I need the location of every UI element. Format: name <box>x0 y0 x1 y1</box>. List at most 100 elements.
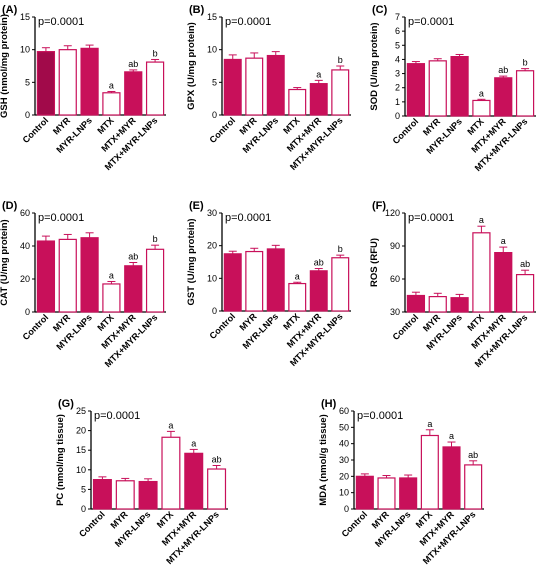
y-tick-label: 0 <box>344 504 349 514</box>
y-tick-label: 30 <box>339 455 349 465</box>
x-tick-label: MTX <box>155 509 176 530</box>
panel-label: (D) <box>2 200 18 212</box>
y-axis-label: MDA (nmol/g tissue) <box>318 414 329 505</box>
significance-label: ab <box>468 450 478 460</box>
y-tick-label: 7 <box>395 12 400 22</box>
bar <box>331 257 350 312</box>
y-tick-label: 120 <box>385 208 400 218</box>
panel-label: (H) <box>321 398 337 410</box>
y-tick-label: 5 <box>25 77 30 87</box>
significance-label: b <box>523 58 528 68</box>
significance-label: a <box>427 419 432 429</box>
y-tick-label: 25 <box>76 406 86 416</box>
y-tick-label: 30 <box>390 307 400 317</box>
bar <box>377 477 396 510</box>
y-tick-label: 15 <box>20 12 30 22</box>
y-tick-label: 20 <box>20 274 30 284</box>
y-axis-label: PC (nmol/mg tissue) <box>55 414 66 506</box>
bar <box>161 436 181 510</box>
panel-label: (A) <box>2 4 18 16</box>
bar <box>124 265 143 313</box>
bar <box>145 248 165 313</box>
y-tick-label: 10 <box>207 45 217 55</box>
bar <box>355 475 374 510</box>
y-tick-label: 40 <box>20 241 30 251</box>
y-axis-label: ROS (RFU) <box>369 238 380 287</box>
bar <box>406 294 426 313</box>
significance-label: a <box>316 69 321 79</box>
y-tick-label: 60 <box>390 274 400 284</box>
y-tick-label: 15 <box>207 12 217 22</box>
y-tick-label: 0 <box>212 306 217 316</box>
y-tick-label: 0 <box>81 504 86 514</box>
significance-label: ab <box>128 252 138 262</box>
bar <box>464 464 483 510</box>
y-tick-label: 1 <box>395 97 400 107</box>
significance-label: a <box>109 80 114 90</box>
y-axis-label: SOD (U/mg protein) <box>369 22 380 110</box>
panel-label: (F) <box>372 200 386 212</box>
significance-label: ab <box>128 59 138 69</box>
p-value-label: p=0.0001 <box>38 16 84 28</box>
y-tick-label: 0 <box>212 110 217 120</box>
bar <box>309 270 328 312</box>
y-tick-label: 5 <box>395 40 400 50</box>
significance-label: ab <box>498 65 508 75</box>
bar <box>309 83 328 116</box>
bar <box>494 252 513 313</box>
significance-label: a <box>449 431 454 441</box>
panel-label: (B) <box>189 4 205 16</box>
bar <box>399 477 418 510</box>
p-value-label: p=0.0001 <box>38 212 84 224</box>
significance-label: ab <box>520 259 530 269</box>
significance-label: a <box>479 215 484 225</box>
y-tick-label: 10 <box>20 45 30 55</box>
bar <box>266 248 285 312</box>
bar <box>58 238 77 313</box>
bar <box>102 92 121 116</box>
y-tick-label: 5 <box>81 484 86 494</box>
bar <box>80 237 99 313</box>
p-value-label: p=0.0001 <box>225 16 271 28</box>
bar <box>58 49 77 116</box>
bar <box>288 88 307 116</box>
bar <box>450 297 469 313</box>
y-tick-label: 30 <box>207 208 217 218</box>
y-tick-label: 15 <box>76 445 86 455</box>
significance-label: b <box>338 55 343 65</box>
panel-label: (G) <box>58 398 74 410</box>
p-value-label: p=0.0001 <box>225 212 271 224</box>
bar <box>102 283 121 313</box>
bar <box>331 69 350 116</box>
bar <box>92 479 112 510</box>
bar <box>288 282 307 312</box>
chart-panel: (H) p=0.0001 MDA (nmol/g tissue) 0 10 20 30 40 5… <box>318 398 484 566</box>
y-tick-label: 6 <box>395 26 400 36</box>
bar <box>472 99 491 117</box>
bar <box>450 55 469 117</box>
y-tick-label: 90 <box>390 241 400 251</box>
bar <box>223 253 242 312</box>
y-tick-label: 10 <box>339 488 349 498</box>
bar <box>138 480 158 510</box>
bar <box>245 250 264 312</box>
panel-label: (E) <box>189 200 204 212</box>
y-tick-label: 60 <box>339 406 349 416</box>
bar <box>184 452 204 510</box>
y-tick-label: 4 <box>395 54 400 64</box>
y-tick-label: 20 <box>207 241 217 251</box>
bar <box>36 51 56 116</box>
bar <box>266 54 285 116</box>
p-value-label: p=0.0001 <box>357 410 403 422</box>
y-tick-label: 60 <box>20 208 30 218</box>
bar <box>515 274 535 313</box>
panel-label: (C) <box>372 4 388 16</box>
bar <box>494 77 513 117</box>
